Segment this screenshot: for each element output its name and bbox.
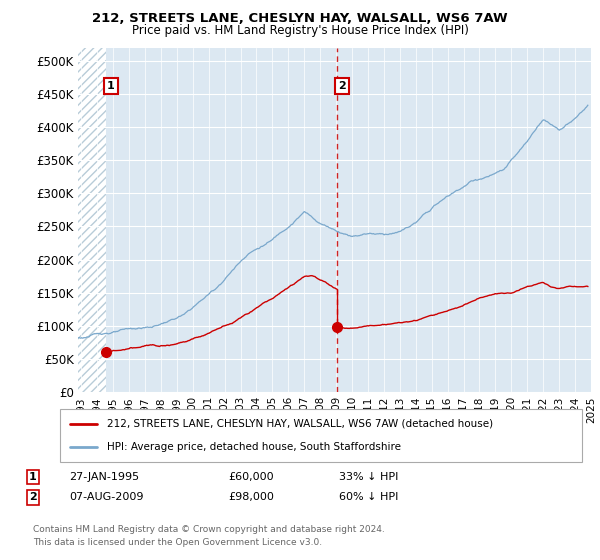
Bar	[78, 48, 106, 392]
Text: £60,000: £60,000	[228, 472, 274, 482]
Text: 60% ↓ HPI: 60% ↓ HPI	[339, 492, 398, 502]
Text: 2: 2	[338, 81, 346, 91]
Text: 27-JAN-1995: 27-JAN-1995	[69, 472, 139, 482]
Text: 1: 1	[29, 472, 37, 482]
Text: Price paid vs. HM Land Registry's House Price Index (HPI): Price paid vs. HM Land Registry's House …	[131, 24, 469, 36]
Text: £98,000: £98,000	[228, 492, 274, 502]
Text: 2: 2	[29, 492, 37, 502]
Text: 1: 1	[107, 81, 115, 91]
Text: HPI: Average price, detached house, South Staffordshire: HPI: Average price, detached house, Sout…	[107, 442, 401, 452]
Text: 33% ↓ HPI: 33% ↓ HPI	[339, 472, 398, 482]
Text: 212, STREETS LANE, CHESLYN HAY, WALSALL, WS6 7AW (detached house): 212, STREETS LANE, CHESLYN HAY, WALSALL,…	[107, 419, 493, 429]
Text: Contains HM Land Registry data © Crown copyright and database right 2024.
This d: Contains HM Land Registry data © Crown c…	[33, 525, 385, 547]
Text: 212, STREETS LANE, CHESLYN HAY, WALSALL, WS6 7AW: 212, STREETS LANE, CHESLYN HAY, WALSALL,…	[92, 12, 508, 25]
Text: 07-AUG-2009: 07-AUG-2009	[69, 492, 143, 502]
